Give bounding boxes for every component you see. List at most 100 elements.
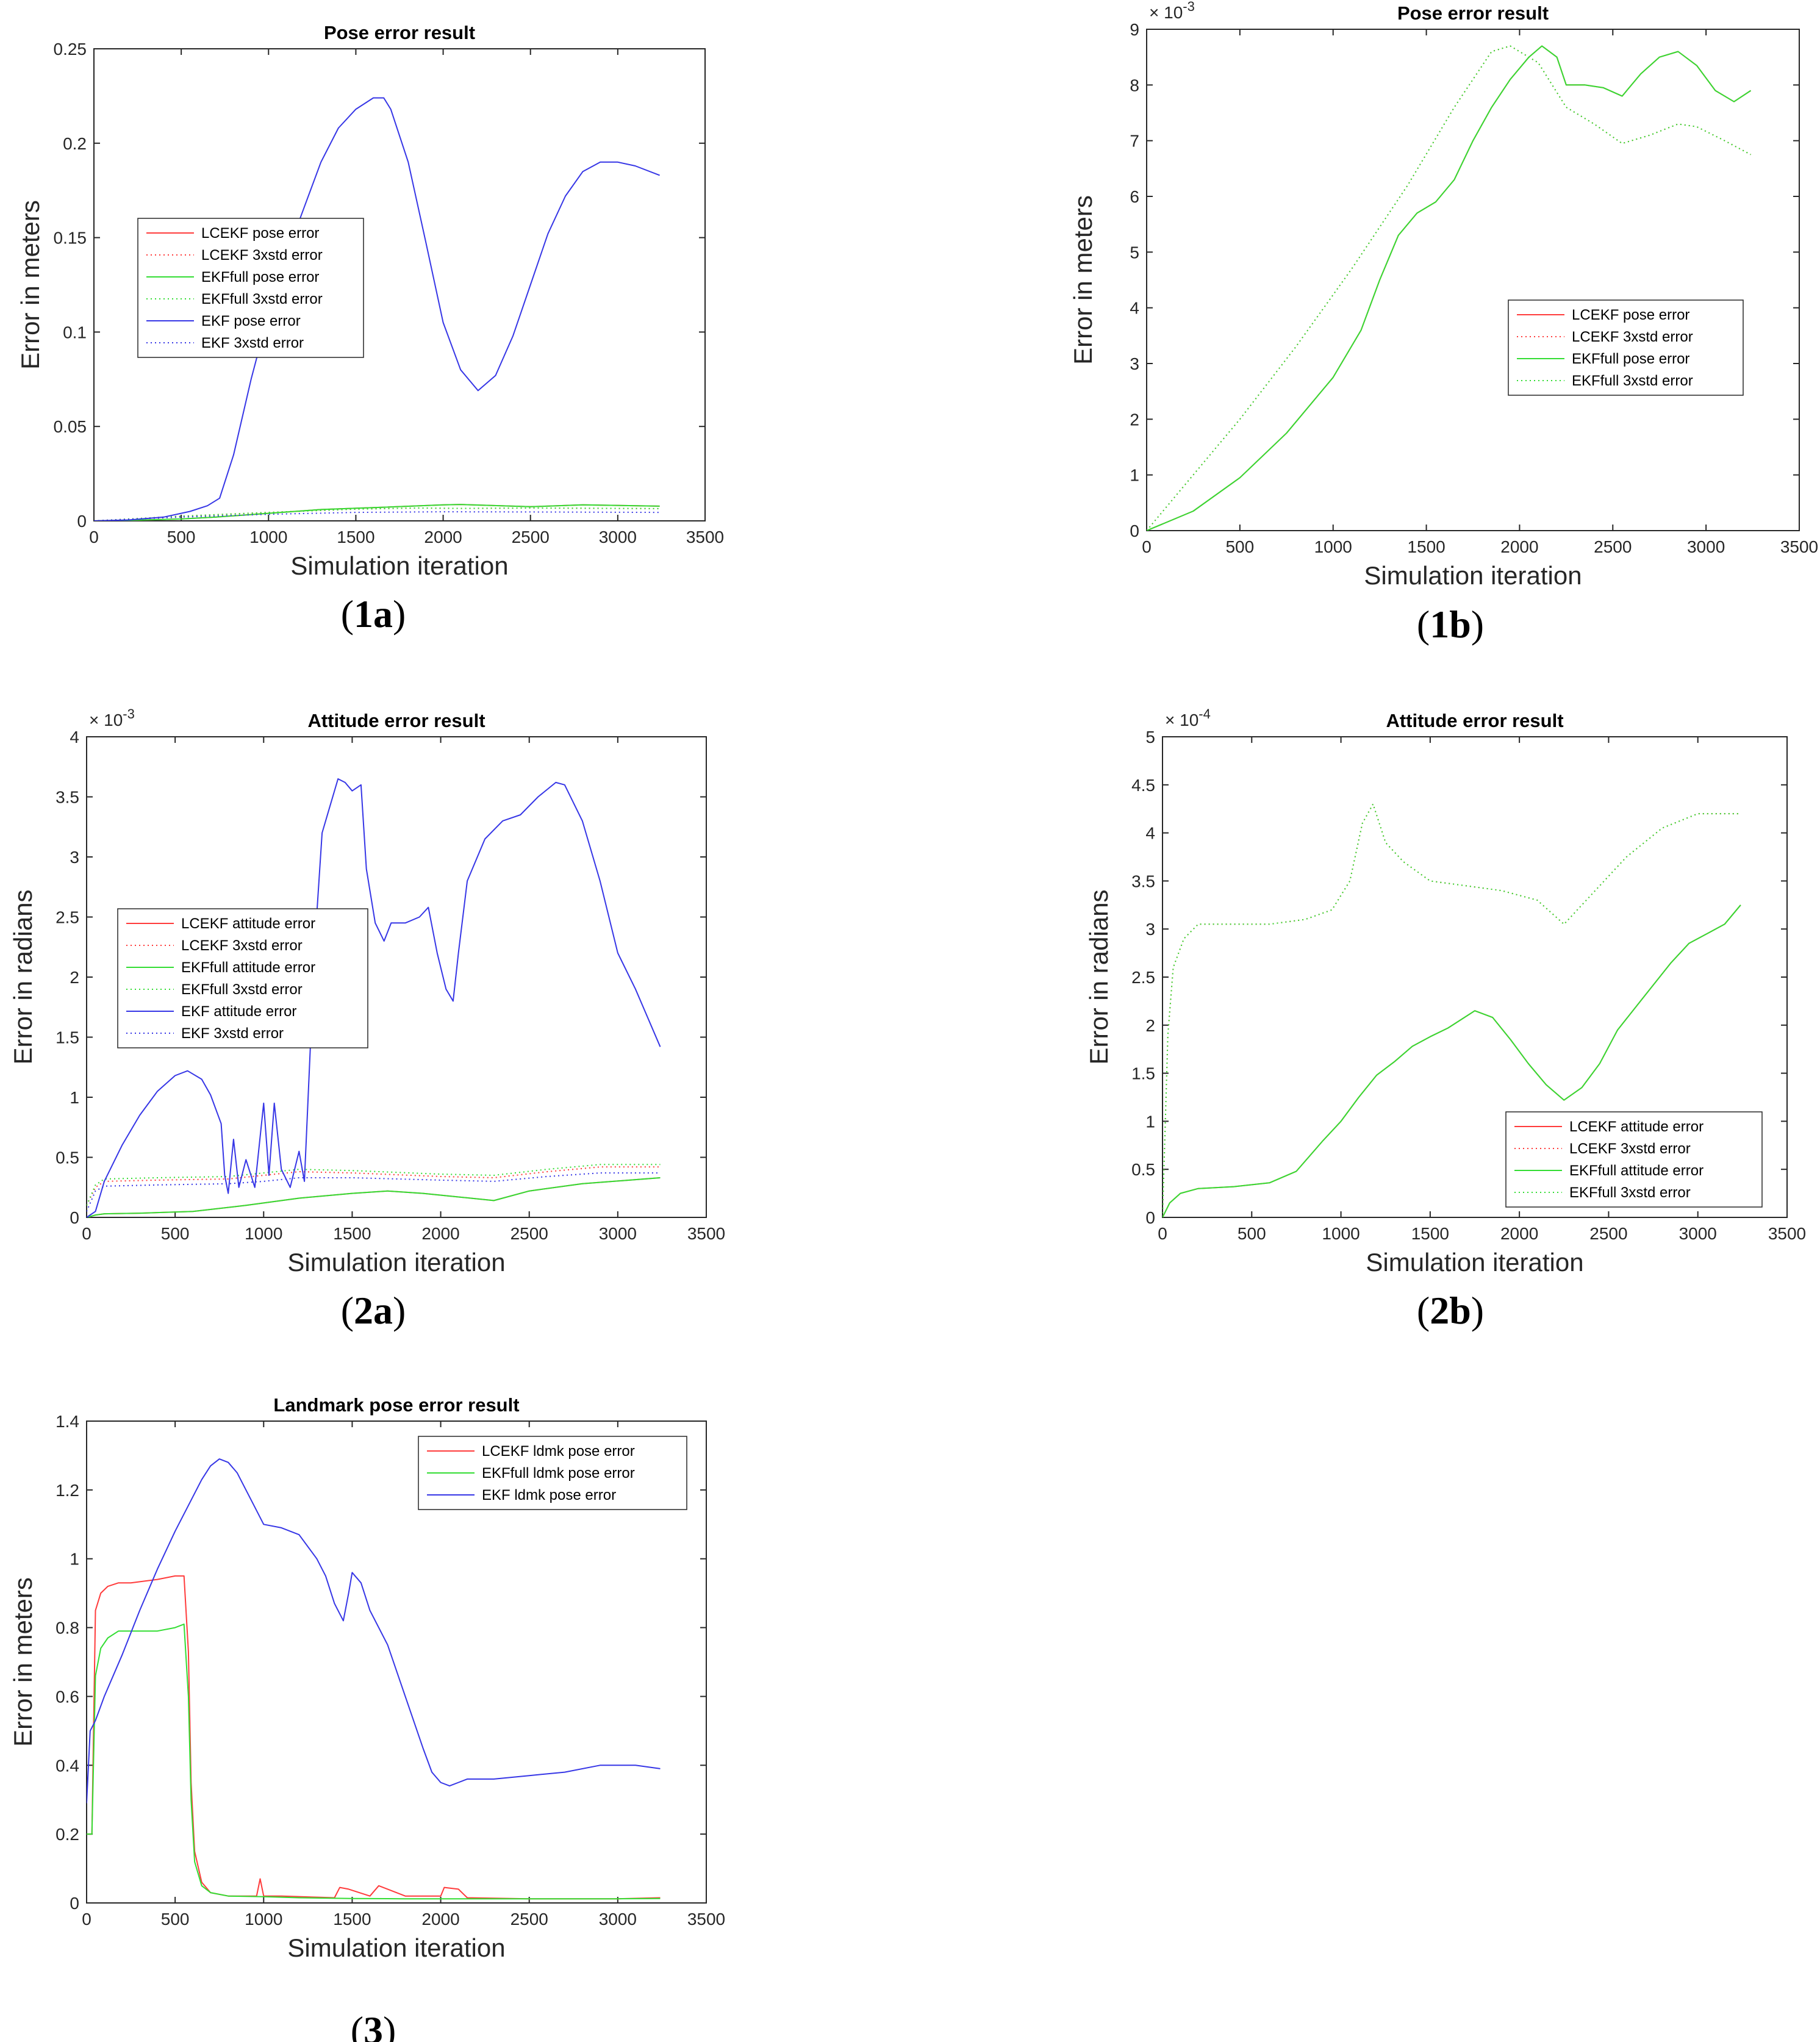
y-axis-label: Error in radians: [9, 889, 37, 1064]
y-tick-label: 2.5: [1131, 968, 1155, 987]
x-tick-label: 3500: [687, 1910, 725, 1929]
chart-title: Attitude error result: [307, 710, 485, 731]
y-axis-label: Error in meters: [9, 1577, 37, 1747]
x-tick-label: 500: [161, 1224, 190, 1243]
chart-2b: 0 500 1000 1500 2000 2500 3000 3500 0 0.5 1 1.5 2 2.5…: [1084, 706, 1806, 1332]
y-tick-label: 6: [1130, 187, 1139, 206]
x-tick-label: 0: [82, 1224, 91, 1243]
y-tick-label: 3: [1145, 920, 1155, 939]
y-axis-label: Error in meters: [16, 200, 45, 370]
y-tick-label: 3.5: [1131, 872, 1155, 890]
y-tick-label: 0: [77, 512, 87, 531]
x-axis-label: Simulation iteration: [1364, 561, 1582, 590]
x-tick-label: 2000: [1500, 537, 1538, 556]
y-tick-label: 0.2: [63, 134, 87, 153]
y-tick-label: 2: [70, 968, 79, 987]
y-tick-label: 0: [70, 1894, 79, 1913]
legend-entry: EKFfull pose error: [1572, 351, 1689, 367]
y-tick-label: 0.2: [56, 1825, 79, 1844]
x-tick-label: 3000: [599, 1910, 637, 1929]
x-tick-label: 3500: [686, 528, 724, 546]
series-line-ekf-3xstd-error: [94, 511, 660, 521]
y-tick-label: 3.5: [56, 788, 79, 807]
series-line-ekffull-3xstd-error: [1163, 803, 1741, 1217]
x-tick-label: 1000: [1314, 537, 1352, 556]
legend-entry: LCEKF attitude error: [181, 915, 315, 932]
legend-entry: LCEKF pose error: [1572, 307, 1689, 323]
y-tick-label: 1: [1130, 466, 1139, 485]
y-exponent-label: × 10-3: [1149, 0, 1195, 22]
legend-entry: EKFfull 3xstd error: [1569, 1184, 1691, 1201]
y-tick-label: 0.8: [56, 1619, 79, 1638]
y-tick-label: 0.5: [56, 1148, 79, 1167]
x-tick-label: 3500: [687, 1224, 725, 1243]
legend-entry: EKFfull 3xstd error: [1572, 373, 1693, 389]
x-tick-label: 0: [1142, 537, 1152, 556]
legend-entry: LCEKF ldmk pose error: [482, 1443, 635, 1460]
series-line-ekffull-pose-error: [94, 504, 660, 521]
figure-caption: (1b): [1417, 603, 1484, 646]
series-line-ekffull-attitude-error: [87, 1177, 661, 1217]
figure-caption: (3): [351, 2008, 396, 2042]
series-line-ekf-3xstd-error: [87, 1172, 661, 1212]
series-line-ekffull-attitude-error: [1163, 905, 1741, 1217]
x-tick-label: 3000: [599, 1224, 637, 1243]
chart-1a: 0 500 1000 1500 2000 2500 3000 3500 0 0.05 0.1 0.15…: [16, 22, 724, 636]
y-tick-label: 4.5: [1131, 776, 1155, 795]
series-group: [87, 778, 661, 1217]
x-tick-label: 1000: [1322, 1224, 1360, 1243]
series-group: [1147, 45, 1752, 531]
x-tick-label: 3000: [1679, 1224, 1717, 1243]
legend-entry: LCEKF attitude error: [1569, 1119, 1704, 1135]
y-tick-label: 1.2: [56, 1481, 79, 1500]
x-axis-label: Simulation iteration: [1366, 1248, 1583, 1277]
legend-entry: LCEKF 3xstd error: [201, 247, 323, 263]
legend-entry: EKFfull ldmk pose error: [482, 1465, 635, 1481]
y-tick-label: 0.05: [54, 417, 87, 436]
x-tick-label: 0: [82, 1910, 91, 1929]
legend-entry: LCEKF 3xstd error: [1569, 1141, 1691, 1157]
x-tick-label: 2000: [421, 1224, 459, 1243]
series-line-ekffull-ldmk-pose-error: [87, 1623, 661, 1900]
y-tick-label: 1: [1145, 1112, 1155, 1131]
legend-entry: EKF attitude error: [181, 1003, 296, 1020]
y-tick-label: 4: [70, 728, 79, 747]
x-tick-label: 0: [1158, 1224, 1167, 1243]
legend-entry: EKF pose error: [201, 313, 301, 329]
chart-2a: 0 500 1000 1500 2000 2500 3000 3500 0 0.5 1 1.5 2 2.5…: [9, 706, 725, 1332]
x-tick-label: 2500: [511, 1910, 548, 1929]
legend-entry: EKFfull attitude error: [181, 959, 315, 976]
x-tick-label: 500: [1238, 1224, 1266, 1243]
y-tick-label: 3: [1130, 354, 1139, 373]
x-tick-label: 2500: [1589, 1224, 1627, 1243]
y-tick-label: 0.4: [56, 1756, 79, 1775]
legend-entry: EKFfull 3xstd error: [201, 291, 323, 307]
x-tick-label: 2000: [421, 1910, 459, 1929]
x-tick-label: 1000: [249, 528, 287, 546]
x-axis-label: Simulation iteration: [287, 1933, 505, 1962]
figure-caption: (2a): [341, 1289, 406, 1332]
chart-1b: 0 500 1000 1500 2000 2500 3000 3500 0 1 2 3 4 5 6 7 8 9 × …: [1069, 0, 1818, 646]
y-tick-label: 4: [1130, 299, 1139, 318]
legend-entry: EKF 3xstd error: [201, 335, 304, 351]
y-tick-label: 1.5: [1131, 1064, 1155, 1083]
x-tick-label: 2500: [512, 528, 550, 546]
series-line-ekffull-3xstd-error: [1147, 45, 1751, 531]
y-tick-label: 0.1: [63, 323, 87, 342]
y-tick-label: 5: [1130, 243, 1139, 262]
x-tick-label: 2000: [1500, 1224, 1538, 1243]
x-tick-label: 2000: [424, 528, 462, 546]
y-exponent-label: × 10-3: [89, 706, 135, 729]
figure-caption: (1a): [341, 592, 406, 636]
y-tick-label: 0: [1130, 521, 1139, 540]
x-tick-label: 500: [167, 528, 196, 546]
x-tick-label: 2500: [1594, 537, 1632, 556]
chart-title: Landmark pose error result: [273, 1394, 519, 1416]
x-tick-label: 1000: [245, 1910, 282, 1929]
legend-entry: EKFfull 3xstd error: [181, 981, 303, 998]
chart-3: 0 500 1000 1500 2000 2500 3000 3500 0 0.2 0.4 0.6 0.…: [9, 1394, 725, 2042]
legend-entry: EKF ldmk pose error: [482, 1487, 616, 1503]
x-tick-label: 2500: [511, 1224, 548, 1243]
y-tick-label: 1.5: [56, 1028, 79, 1047]
y-tick-label: 0.25: [54, 40, 87, 59]
